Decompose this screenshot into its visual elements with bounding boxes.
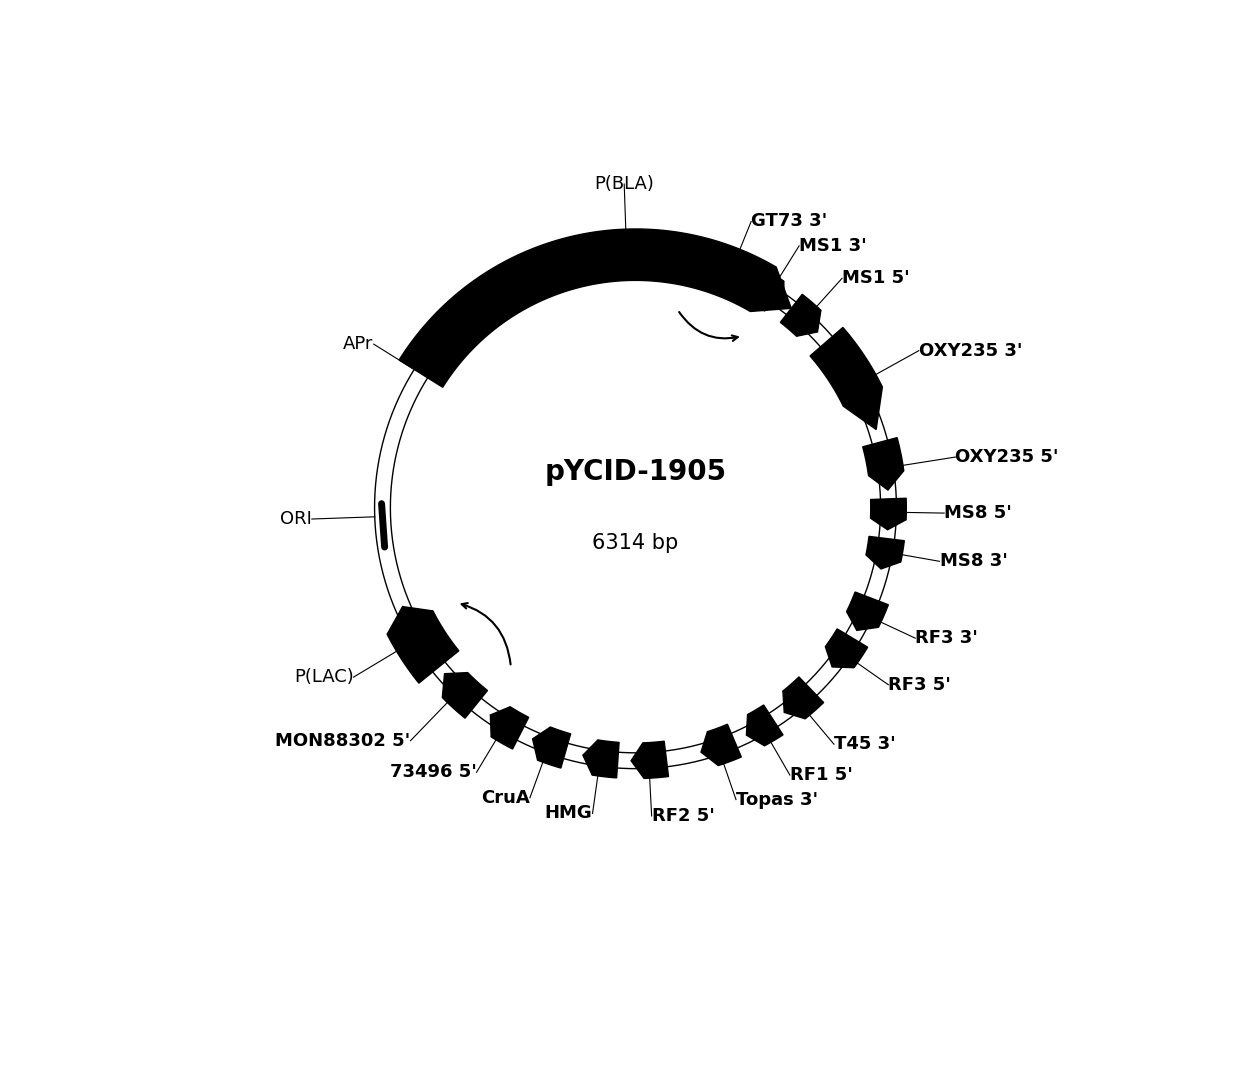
Polygon shape [843, 387, 883, 429]
Polygon shape [642, 741, 668, 779]
Polygon shape [538, 727, 570, 768]
Polygon shape [866, 554, 900, 569]
Polygon shape [870, 518, 906, 530]
Text: RF3 3': RF3 3' [915, 629, 978, 647]
Text: P(LAC): P(LAC) [294, 669, 353, 686]
Text: ORI: ORI [280, 511, 311, 528]
Text: 73496 5': 73496 5' [389, 764, 476, 782]
Polygon shape [746, 714, 765, 745]
Polygon shape [870, 499, 906, 520]
Text: MS8 5': MS8 5' [944, 504, 1012, 522]
Polygon shape [491, 707, 528, 749]
Polygon shape [631, 743, 644, 779]
Polygon shape [533, 727, 551, 760]
Polygon shape [866, 536, 904, 562]
Text: HMG: HMG [544, 804, 593, 822]
Polygon shape [748, 705, 782, 745]
Text: CruA: CruA [481, 789, 529, 806]
Text: RF2 5': RF2 5' [652, 807, 714, 824]
Polygon shape [782, 677, 823, 719]
Polygon shape [443, 673, 467, 697]
Text: OXY235 3': OXY235 3' [919, 342, 1022, 360]
Text: GT73 3': GT73 3' [751, 213, 827, 231]
Text: MS1 3': MS1 3' [799, 237, 867, 255]
Polygon shape [729, 260, 750, 292]
Text: 6314 bp: 6314 bp [593, 533, 678, 553]
Text: APr: APr [343, 335, 373, 354]
Text: T45 3': T45 3' [835, 735, 895, 753]
Text: MON88302 5': MON88302 5' [275, 732, 410, 750]
Text: P(BLA): P(BLA) [594, 175, 655, 193]
Polygon shape [701, 732, 718, 766]
Polygon shape [863, 438, 904, 475]
Polygon shape [826, 646, 854, 668]
Text: MS8 3': MS8 3' [940, 552, 1007, 570]
Text: pYCID-1905: pYCID-1905 [544, 458, 727, 486]
Polygon shape [593, 740, 619, 778]
Polygon shape [868, 471, 904, 490]
Polygon shape [490, 707, 510, 737]
Text: OXY235 5': OXY235 5' [955, 449, 1059, 466]
Polygon shape [583, 740, 598, 775]
Polygon shape [782, 691, 805, 719]
Polygon shape [387, 611, 459, 684]
Text: RF1 5': RF1 5' [790, 766, 853, 784]
Polygon shape [746, 268, 784, 311]
Polygon shape [707, 724, 742, 766]
Polygon shape [780, 295, 821, 336]
Polygon shape [847, 592, 888, 627]
Polygon shape [764, 281, 784, 311]
Polygon shape [847, 612, 878, 630]
Polygon shape [443, 673, 487, 718]
Text: MS1 5': MS1 5' [842, 269, 910, 287]
Polygon shape [387, 607, 433, 634]
Polygon shape [704, 249, 744, 292]
Polygon shape [826, 629, 868, 668]
Polygon shape [796, 311, 821, 336]
Text: RF3 5': RF3 5' [888, 676, 951, 694]
Polygon shape [399, 229, 776, 388]
Polygon shape [810, 328, 883, 406]
Text: Topas 3': Topas 3' [737, 790, 818, 808]
Polygon shape [750, 267, 791, 312]
